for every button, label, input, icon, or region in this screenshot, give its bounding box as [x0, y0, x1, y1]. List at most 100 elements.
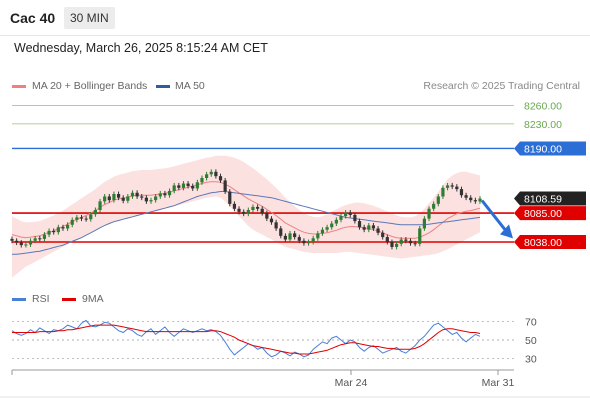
candle-body: [144, 197, 148, 202]
candle-body: [344, 212, 348, 217]
candle-body: [455, 186, 459, 190]
candle-body: [66, 224, 70, 229]
candle-body: [177, 185, 181, 188]
candle-body: [320, 229, 325, 234]
bollinger-band: [12, 155, 480, 278]
ma50-line: [12, 191, 481, 255]
candle-body: [334, 219, 338, 224]
candle-body: [84, 218, 88, 220]
candle-body: [339, 216, 343, 220]
candle-body: [357, 221, 362, 228]
candle-body: [478, 198, 482, 202]
candle-body: [47, 230, 51, 235]
legend-label-ma20: MA 20 + Bollinger Bands: [32, 80, 148, 92]
candle-body: [348, 212, 352, 215]
candle-body: [450, 185, 454, 187]
x-tick-label: Mar 31: [482, 377, 515, 389]
candle-body: [399, 239, 403, 244]
candle-body: [28, 240, 33, 245]
candle-body: [218, 176, 223, 181]
candle-body: [297, 237, 301, 241]
candle-body: [209, 171, 213, 175]
candle-body: [121, 197, 125, 201]
level-tag-8038.00: [514, 235, 586, 249]
candle-body: [56, 227, 60, 233]
candle-body: [376, 228, 380, 233]
forecast-arrow-shaft: [480, 199, 510, 235]
candle-body: [33, 238, 37, 241]
candle-body: [283, 235, 287, 240]
candle-body: [70, 219, 74, 225]
candle-body: [75, 217, 79, 220]
instrument-title: Cac 40: [10, 10, 56, 26]
candle-body: [404, 239, 408, 241]
candle-body: [445, 185, 450, 188]
candle-body: [288, 233, 292, 240]
candle-body: [279, 228, 283, 236]
candle-body: [422, 218, 426, 229]
candle-body: [195, 182, 199, 189]
rsi-tick-label: 30: [525, 354, 537, 366]
timeframe-badge[interactable]: 30 MIN: [64, 7, 115, 29]
candle-body: [302, 240, 306, 244]
legend-swatch-ma20: [12, 85, 26, 88]
level-label-8085.00: 8085.00: [524, 208, 562, 220]
candle-body: [130, 192, 135, 197]
rsi-9ma-line: [12, 324, 481, 355]
candle-body: [469, 197, 473, 201]
candle-body: [237, 208, 241, 212]
candle-body: [93, 210, 98, 215]
level-tag-8108.59: [514, 191, 586, 206]
rsi-tick-label: 70: [525, 316, 537, 328]
legend-swatch-rsi: [12, 298, 26, 301]
rsi-line: [11, 319, 481, 358]
candle-body: [371, 225, 376, 229]
ma20-line: [11, 181, 481, 239]
candle-body: [158, 193, 162, 197]
candle-body: [408, 240, 413, 244]
candle-body: [79, 217, 84, 219]
level-label-8038.00: 8038.00: [524, 237, 562, 249]
candle-body: [98, 201, 102, 210]
level-tag-8085.00: [514, 206, 586, 221]
candle-body: [427, 208, 431, 219]
legend-label-rsi: RSI: [32, 293, 50, 305]
candle-body: [163, 193, 167, 196]
candle-body: [126, 196, 130, 201]
rsi-tick-label: 50: [525, 335, 537, 347]
candle-body: [251, 206, 255, 210]
level-label-8230.00: 8230.00: [524, 119, 562, 131]
candle-body: [181, 183, 186, 188]
candle-body: [436, 196, 440, 204]
candle-body: [459, 189, 464, 196]
level-label-8190.00: 8190.00: [524, 143, 562, 155]
timestamp: Wednesday, March 26, 2025 8:15:24 AM CET: [14, 41, 268, 55]
candle-body: [325, 227, 329, 230]
candles: [10, 169, 482, 250]
level-label-8260.00: 8260.00: [524, 100, 562, 112]
legend-label-9ma: 9MA: [82, 293, 104, 305]
candle-body: [214, 171, 218, 177]
candle-body: [441, 187, 445, 197]
candle-body: [293, 233, 297, 238]
level-label-8108.59: 8108.59: [524, 194, 562, 206]
candle-body: [255, 206, 260, 209]
candle-body: [353, 214, 357, 222]
candle-body: [418, 228, 422, 244]
candle-body: [116, 194, 121, 198]
candle-body: [316, 233, 320, 239]
candle-body: [24, 244, 28, 246]
level-tag-8190.00: [514, 141, 586, 156]
candle-body: [432, 203, 436, 209]
candle-body: [232, 203, 237, 209]
candle-body: [311, 238, 315, 242]
candle-body: [103, 196, 107, 202]
candle-body: [362, 227, 366, 230]
candle-body: [154, 196, 158, 201]
candle-body: [61, 227, 65, 229]
candle-body: [200, 178, 204, 183]
candle-body: [42, 234, 47, 239]
candle-body: [15, 240, 19, 243]
candle-body: [265, 213, 269, 219]
candle-body: [107, 196, 111, 201]
